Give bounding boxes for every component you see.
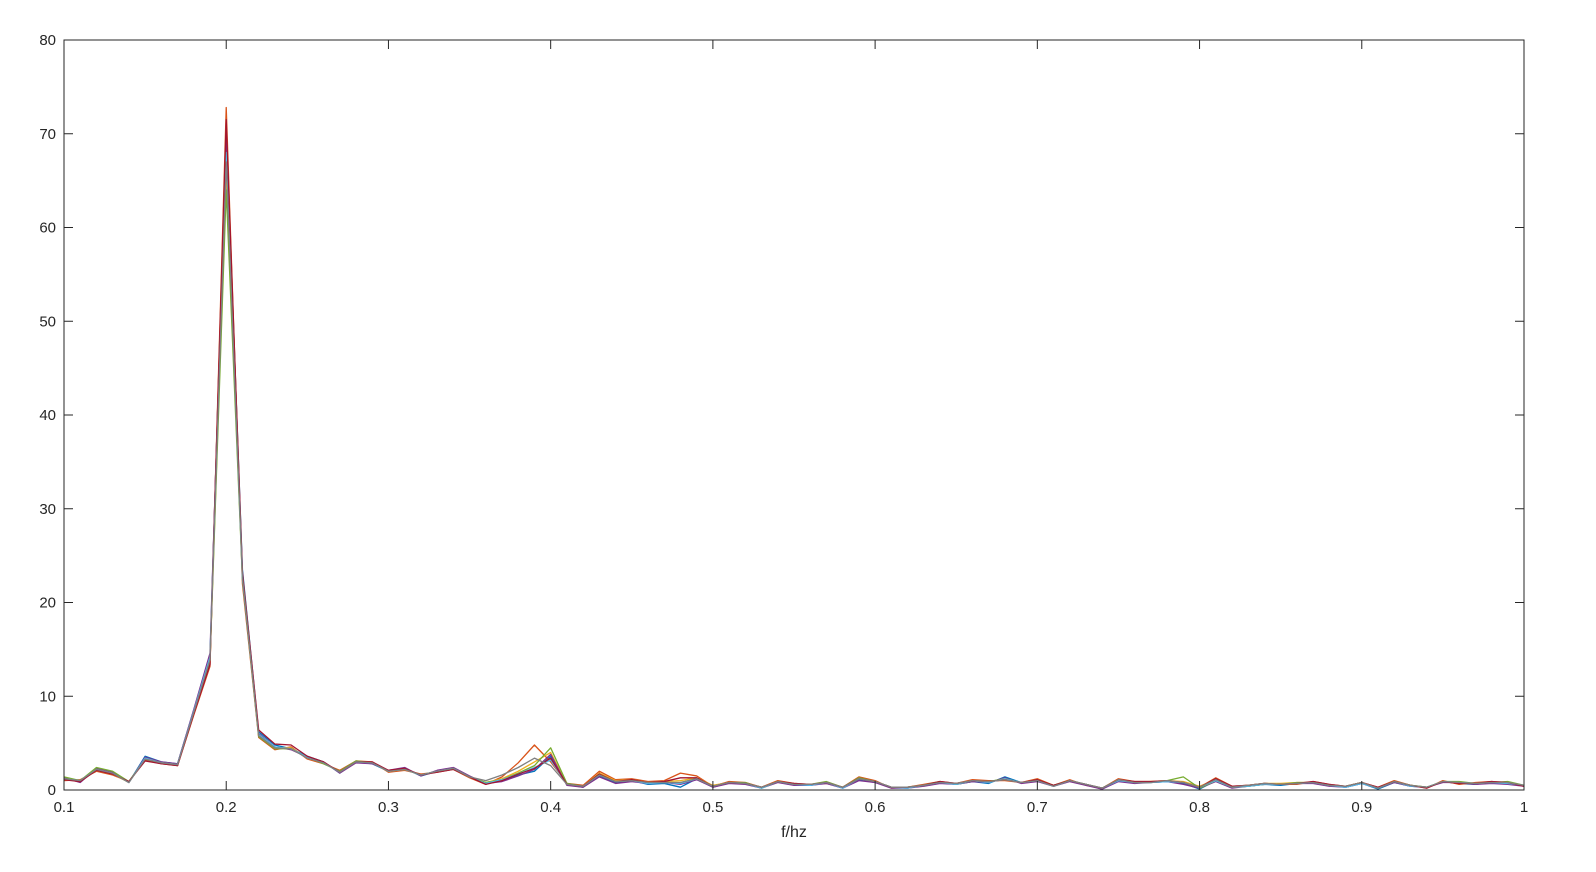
x-tick-label: 0.9	[1351, 799, 1372, 816]
y-axis: 0 10 20 30 40 50 60 70 80	[39, 32, 1524, 799]
x-tick-label: 0.7	[1027, 799, 1048, 816]
series-line-3	[63, 170, 1525, 789]
x-tick-label: 0.6	[865, 799, 886, 816]
x-tick-label: 0.2	[216, 799, 237, 816]
x-axis: 0.1 0.2 0.3 0.4 0.5 0.6 0.7 0.8 0.9 1	[54, 40, 1528, 816]
series-line-6	[63, 151, 1525, 789]
series-line-8	[63, 161, 1525, 789]
series-line-2	[63, 106, 1525, 789]
x-tick-label: 1	[1520, 799, 1528, 816]
y-tick-label: 70	[39, 126, 56, 143]
y-tick-label: 10	[39, 688, 56, 705]
y-tick-label: 60	[39, 220, 56, 237]
y-tick-label: 80	[39, 32, 56, 49]
x-tick-label: 0.4	[540, 799, 561, 816]
series-line-5	[63, 189, 1525, 789]
series-layer	[63, 106, 1525, 790]
x-tick-label: 0.1	[54, 799, 75, 816]
x-tick-label: 0.5	[702, 799, 723, 816]
y-tick-label: 50	[39, 313, 56, 330]
series-line-1	[63, 128, 1525, 790]
y-tick-label: 40	[39, 407, 56, 424]
x-axis-label: f/hz	[781, 824, 807, 841]
series-line-7	[63, 119, 1525, 789]
series-line-4	[63, 137, 1525, 790]
x-tick-label: 0.8	[1189, 799, 1210, 816]
y-tick-label: 0	[48, 782, 56, 799]
plot-frame	[63, 39, 1525, 791]
x-tick-label: 0.3	[378, 799, 399, 816]
y-tick-label: 20	[39, 595, 56, 612]
y-tick-label: 30	[39, 501, 56, 518]
